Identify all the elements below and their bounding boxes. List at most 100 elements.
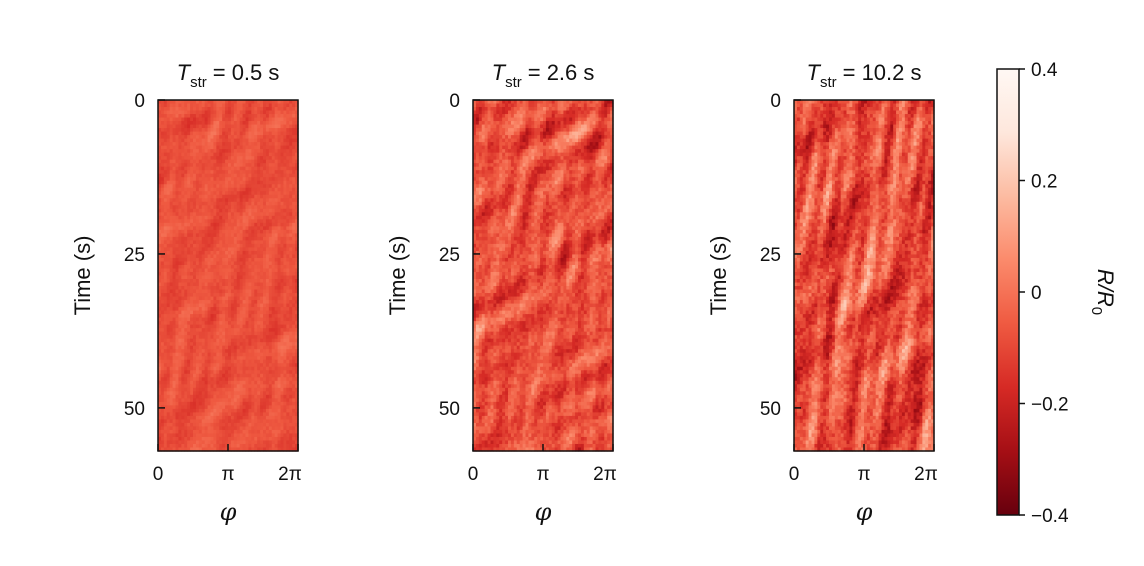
heatmap-cell [251, 342, 255, 347]
heatmap-cell [178, 384, 182, 389]
heatmap-cell [295, 261, 299, 266]
heatmap-cell [245, 384, 250, 389]
heatmap-cell [292, 426, 296, 431]
heatmap-cell [225, 394, 229, 399]
heatmap-cell [160, 426, 165, 431]
heatmap-cell [222, 324, 226, 329]
heatmap-cell [193, 419, 197, 424]
heatmap-cell [274, 201, 279, 206]
heatmap-cell [242, 373, 247, 378]
heatmap-cell [271, 324, 276, 329]
heatmap-cell [207, 356, 212, 361]
heatmap-cell [163, 405, 168, 410]
heatmap-cell [286, 422, 290, 428]
heatmap-cell [193, 229, 197, 234]
heatmap-cell [181, 373, 185, 378]
heatmap-cell [251, 275, 255, 280]
heatmap-cell [225, 233, 229, 238]
heatmap-cell [230, 233, 235, 238]
heatmap-cell [245, 387, 250, 392]
heatmap-cell [175, 250, 180, 256]
heatmap-cell [274, 240, 279, 245]
heatmap-cell [277, 142, 282, 147]
heatmap-cell [198, 398, 203, 403]
heatmap-cell [274, 156, 279, 161]
heatmap-cell [184, 152, 188, 157]
heatmap-cell [265, 356, 270, 361]
heatmap-cell [172, 205, 177, 210]
heatmap-cell [254, 366, 258, 371]
heatmap-cell [204, 247, 209, 252]
heatmap-cell [166, 257, 171, 263]
heatmap-cell [257, 100, 261, 105]
heatmap-cell [248, 293, 252, 298]
heatmap-cell [242, 107, 247, 112]
heatmap-cell [219, 310, 223, 315]
heatmap-cell [216, 307, 220, 312]
heatmap-cell [195, 257, 200, 263]
heatmap-cell [289, 286, 293, 291]
heatmap-cell [263, 328, 267, 333]
heatmap-cell [289, 166, 293, 171]
heatmap-cell [280, 401, 285, 406]
heatmap-cell [181, 264, 185, 270]
heatmap-cell [239, 250, 244, 256]
heatmap-cell [193, 124, 197, 129]
heatmap-cell [166, 426, 171, 431]
heatmap-cell [239, 198, 244, 203]
heatmap-cell [286, 342, 290, 347]
heatmap-cell [216, 268, 220, 273]
heatmap-cell [169, 405, 174, 410]
heatmap-cell [190, 314, 194, 319]
heatmap-cell [295, 415, 299, 421]
heatmap-cell [175, 447, 180, 452]
heatmap-cell [265, 303, 270, 308]
heatmap-cell [216, 370, 220, 375]
heatmap-cell [274, 131, 279, 136]
heatmap-cell [219, 447, 223, 452]
heatmap-cell [265, 440, 270, 445]
heatmap-cell [175, 194, 180, 199]
heatmap-cell [210, 187, 215, 192]
heatmap-cell [225, 219, 229, 224]
heatmap-cell [239, 331, 244, 336]
heatmap-cell [289, 321, 293, 326]
heatmap-cell [160, 370, 165, 375]
heatmap-cell [271, 236, 276, 241]
heatmap-cell [222, 433, 226, 438]
heatmap-cell [589, 100, 594, 105]
heatmap-cell [233, 310, 238, 315]
heatmap-cell [166, 243, 171, 249]
heatmap-cell [257, 328, 261, 333]
heatmap-cell [193, 187, 197, 192]
heatmap-cell [195, 296, 200, 301]
heatmap-cell [560, 103, 565, 108]
heatmap-cell [190, 205, 194, 210]
heatmap-cell [198, 229, 203, 234]
heatmap-cell [190, 352, 194, 357]
heatmap-cell [198, 335, 203, 340]
heatmap-cell [201, 331, 206, 336]
heatmap-cell [233, 286, 238, 291]
heatmap-cell [263, 429, 267, 435]
heatmap-cell [563, 107, 567, 112]
heatmap-cell [257, 366, 261, 371]
heatmap-cell [198, 307, 203, 312]
heatmap-cell [257, 349, 261, 354]
heatmap-cell [219, 247, 223, 252]
heatmap-cell [289, 405, 293, 410]
heatmap-cell [160, 212, 165, 217]
heatmap-cell [236, 149, 241, 154]
heatmap-cell [248, 429, 252, 435]
heatmap-cell [216, 240, 220, 245]
heatmap-cell [225, 121, 229, 126]
heatmap-cell [277, 300, 282, 305]
heatmap-cell [193, 184, 197, 189]
heatmap-cell [257, 380, 261, 385]
heatmap-cell [283, 293, 287, 298]
heatmap-cell [184, 201, 188, 206]
heatmap-cell [187, 310, 191, 315]
heatmap-cell [263, 166, 267, 171]
heatmap-cell [251, 219, 255, 224]
heatmap-cell [254, 135, 258, 140]
